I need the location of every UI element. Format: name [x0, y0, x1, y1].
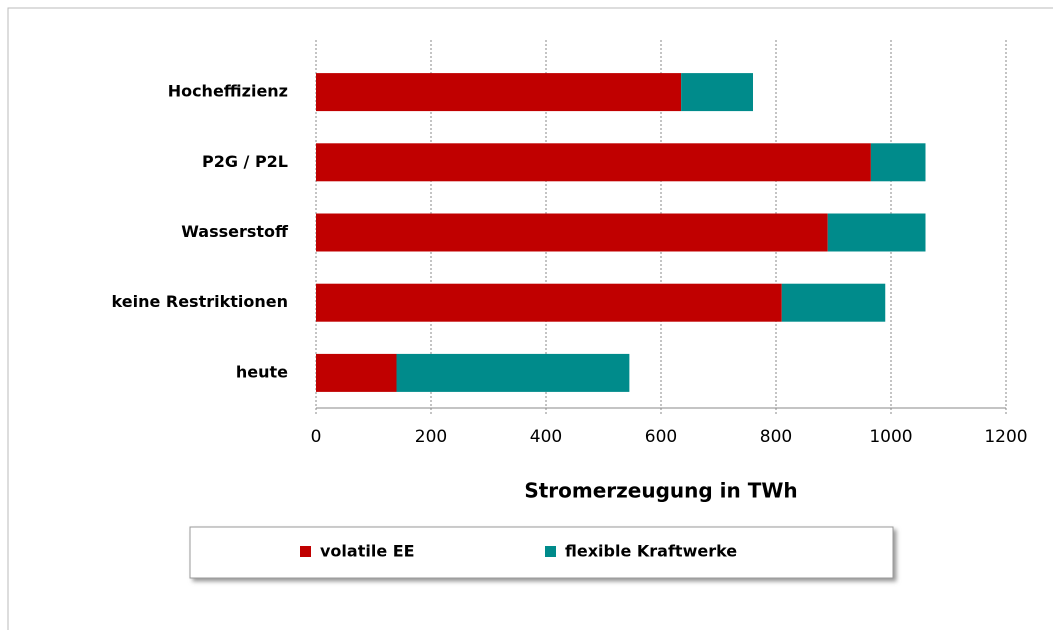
bar — [827, 213, 926, 252]
bar — [316, 143, 871, 182]
bar — [316, 283, 782, 322]
x-axis-title: Stromerzeugung in TWh — [524, 479, 797, 503]
legend-swatch — [545, 546, 556, 557]
x-tick-label: 200 — [415, 427, 447, 447]
legend-label: flexible Kraftwerke — [565, 542, 737, 561]
bar — [781, 283, 886, 322]
legend-box — [189, 526, 894, 579]
bar — [396, 353, 630, 392]
x-tick-label: 600 — [645, 427, 677, 447]
y-tick-label: Wasserstoff — [181, 222, 289, 241]
bar — [316, 213, 828, 252]
y-tick-label: Hocheffizienz — [168, 82, 288, 101]
bar — [316, 73, 682, 112]
bar — [316, 353, 397, 392]
x-tick-label: 1200 — [984, 427, 1027, 447]
y-tick-label: heute — [236, 362, 288, 381]
y-tick-label: P2G / P2L — [202, 152, 288, 171]
x-tick-label: 800 — [760, 427, 792, 447]
y-tick-label: keine Restriktionen — [112, 292, 288, 311]
bar — [681, 73, 753, 112]
x-tick-label: 1000 — [869, 427, 912, 447]
x-tick-label: 0 — [311, 427, 322, 447]
x-tick-label: 400 — [530, 427, 562, 447]
legend-swatch — [300, 546, 311, 557]
legend-label: volatile EE — [320, 542, 415, 561]
bar — [870, 143, 926, 182]
